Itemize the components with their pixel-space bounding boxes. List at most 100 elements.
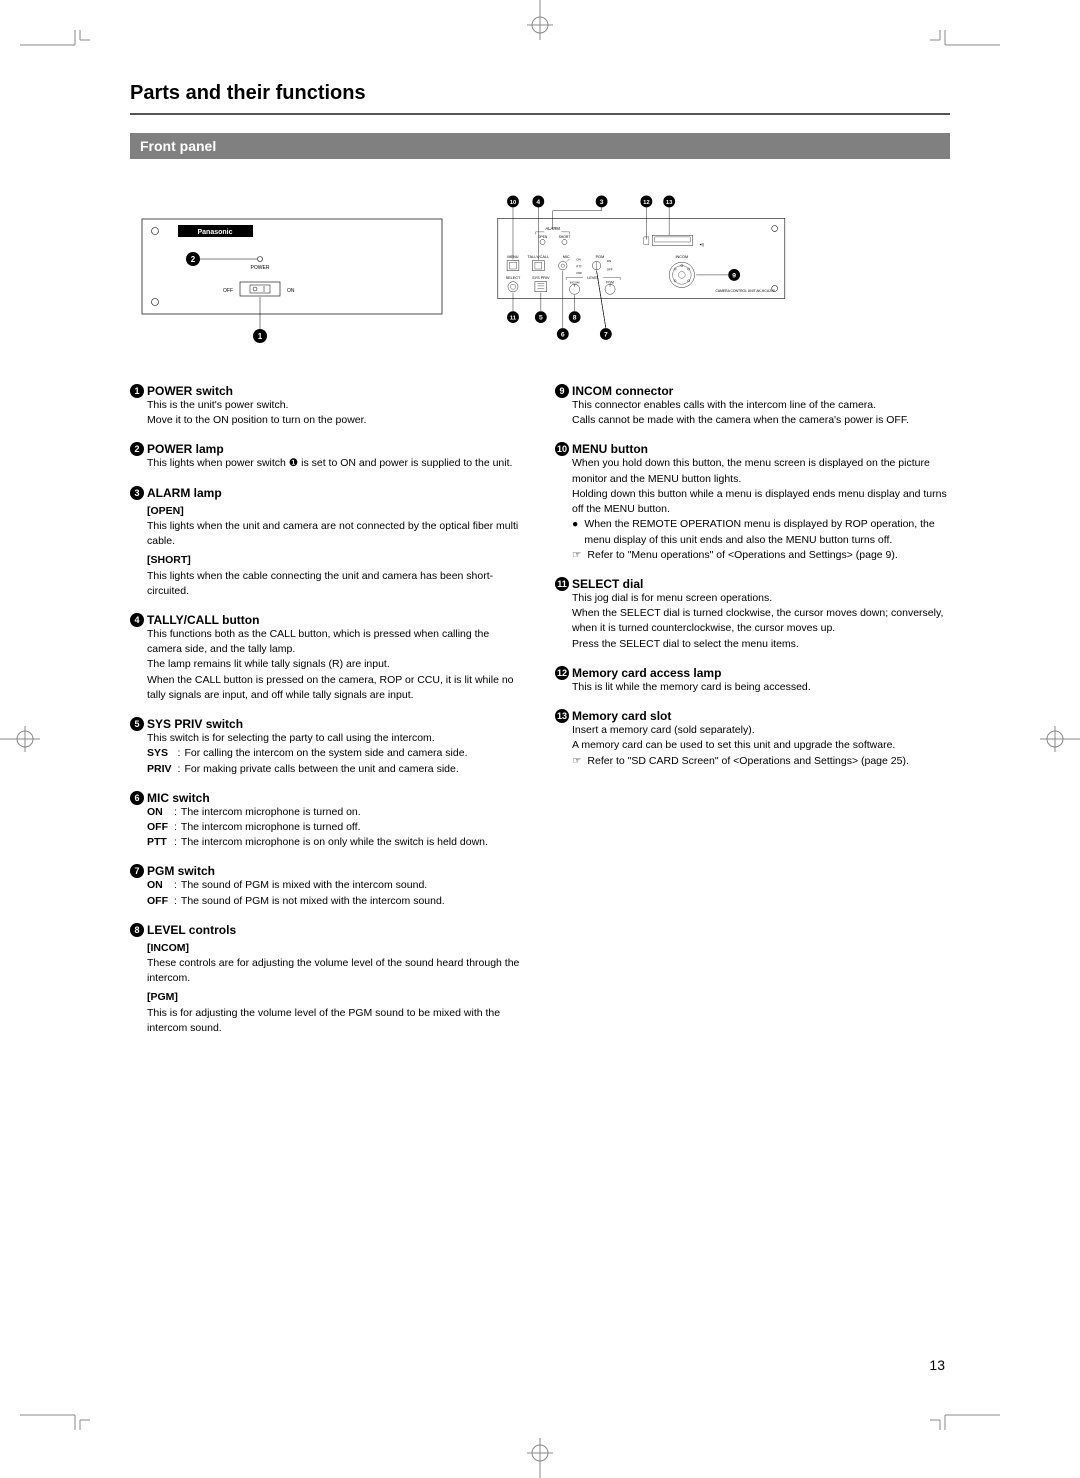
crop-mark-br [930, 1400, 1000, 1430]
svg-text:1: 1 [258, 332, 263, 341]
definition-desc: For calling the intercom on the system s… [184, 746, 467, 761]
svg-text:10: 10 [510, 200, 517, 206]
title-rule [130, 113, 950, 115]
svg-text:6: 6 [561, 332, 565, 339]
item-body: This is lit while the memory card is bei… [555, 680, 950, 695]
item-heading: 9INCOM connector [555, 384, 950, 398]
body-line: Move it to the ON position to turn on th… [147, 413, 525, 428]
crop-mark-bl [20, 1400, 90, 1430]
definition-row: OFF:The intercom microphone is turned of… [147, 820, 488, 835]
definition-row: ON:The sound of PGM is mixed with the in… [147, 878, 445, 893]
description-columns: 1POWER switchThis is the unit's power sw… [130, 384, 950, 1050]
body-line: This connector enables calls with the in… [572, 398, 950, 413]
body-line: When you hold down this button, the menu… [572, 456, 950, 486]
definition-colon: : [178, 762, 185, 777]
svg-text:ON: ON [287, 288, 295, 294]
svg-text:PTT: PTT [576, 264, 582, 268]
body-line: This switch is for selecting the party t… [147, 731, 525, 746]
definition-list: ON:The intercom microphone is turned on.… [147, 805, 488, 851]
definition-term: PTT [147, 835, 174, 850]
page-content: Parts and their functions Front panel Pa… [0, 0, 1080, 1090]
item-number-bullet: 7 [130, 864, 144, 878]
svg-text:4: 4 [536, 199, 540, 206]
sub-text: This is for adjusting the volume level o… [147, 1006, 525, 1036]
svg-text:OFF: OFF [607, 268, 613, 272]
note-text: Refer to "SD CARD Screen" of <Operations… [587, 754, 908, 769]
svg-text:8: 8 [573, 315, 577, 322]
definition-row: SYS:For calling the intercom on the syst… [147, 746, 468, 761]
item-body: When you hold down this button, the menu… [555, 456, 950, 563]
body-line: This jog dial is for menu screen operati… [572, 591, 950, 606]
definition-colon: : [174, 835, 181, 850]
page-title: Parts and their functions [130, 82, 950, 105]
item-body: This lights when power switch ❶ is set t… [130, 456, 525, 471]
item-3: 3ALARM lamp[OPEN]This lights when the un… [130, 486, 525, 599]
registration-mark-right [1040, 714, 1080, 764]
svg-text:9: 9 [732, 272, 736, 279]
note-text: Refer to "Menu operations" of <Operation… [587, 548, 897, 563]
definition-row: PRIV:For making private calls between th… [147, 762, 468, 777]
item-6: 6MIC switchON:The intercom microphone is… [130, 791, 525, 851]
note-text: When the REMOTE OPERATION menu is displa… [584, 517, 950, 547]
item-body: [OPEN]This lights when the unit and came… [130, 504, 525, 599]
definition-desc: The sound of PGM is not mixed with the i… [181, 894, 445, 909]
item-number-bullet: 12 [555, 666, 569, 680]
item-13: 13Memory card slotInsert a memory card (… [555, 709, 950, 769]
item-heading: 6MIC switch [130, 791, 525, 805]
item-10: 10MENU buttonWhen you hold down this but… [555, 442, 950, 563]
svg-text:SHORT: SHORT [559, 235, 571, 239]
item-number-bullet: 4 [130, 613, 144, 627]
diagram-row: Panasonic POWER OFF ON 2 1 AL [130, 189, 950, 349]
svg-text:PGM: PGM [596, 255, 605, 259]
section-heading: Front panel [130, 133, 950, 159]
svg-text:13: 13 [666, 200, 673, 206]
item-body: This jog dial is for menu screen operati… [555, 591, 950, 652]
definition-colon: : [174, 820, 181, 835]
item-2: 2POWER lampThis lights when power switch… [130, 442, 525, 471]
definition-list: ON:The sound of PGM is mixed with the in… [147, 878, 445, 908]
body-line: Press the SELECT dial to select the menu… [572, 637, 950, 652]
item-number-bullet: 10 [555, 442, 569, 456]
svg-text:CAMERA CONTROL UNIT AK-HCU20: CAMERA CONTROL UNIT AK-HCU200 [715, 289, 774, 293]
svg-text:INCOM: INCOM [676, 255, 689, 259]
item-number-bullet: 3 [130, 486, 144, 500]
svg-text:SELECT: SELECT [506, 276, 521, 280]
svg-text:2: 2 [191, 255, 196, 264]
item-heading: 7PGM switch [130, 864, 525, 878]
definition-list: SYS:For calling the intercom on the syst… [147, 746, 468, 776]
svg-text:3: 3 [600, 199, 604, 206]
item-heading: 4TALLY/CALL button [130, 613, 525, 627]
definition-desc: The intercom microphone is turned on. [181, 805, 488, 820]
item-title: MIC switch [147, 791, 210, 805]
svg-text:11: 11 [510, 316, 517, 322]
item-body: This switch is for selecting the party t… [130, 731, 525, 777]
item-title: SELECT dial [572, 577, 643, 591]
item-title: POWER lamp [147, 442, 224, 456]
item-number-bullet: 13 [555, 709, 569, 723]
svg-text:MIC: MIC [563, 255, 570, 259]
item-heading: 1POWER switch [130, 384, 525, 398]
definition-term: SYS [147, 746, 178, 761]
definition-row: PTT:The intercom microphone is on only w… [147, 835, 488, 850]
item-title: SYS PRIV switch [147, 717, 243, 731]
definition-term: ON [147, 805, 174, 820]
registration-mark-top [515, 0, 565, 40]
item-heading: 5SYS PRIV switch [130, 717, 525, 731]
item-9: 9INCOM connectorThis connector enables c… [555, 384, 950, 428]
item-number-bullet: 5 [130, 717, 144, 731]
body-line: The lamp remains lit while tally signals… [147, 657, 525, 672]
body-line: A memory card can be used to set this un… [572, 738, 950, 753]
svg-text:ALARM: ALARM [545, 226, 560, 231]
front-panel-diagram-left: Panasonic POWER OFF ON 2 1 [130, 189, 455, 349]
item-number-bullet: 6 [130, 791, 144, 805]
body-line: Calls cannot be made with the camera whe… [572, 413, 950, 428]
item-title: MENU button [572, 442, 648, 456]
item-heading: 11SELECT dial [555, 577, 950, 591]
item-number-bullet: 8 [130, 923, 144, 937]
item-5: 5SYS PRIV switchThis switch is for selec… [130, 717, 525, 777]
page-number: 13 [929, 1357, 945, 1373]
svg-text:INCOM: INCOM [570, 280, 580, 284]
definition-colon: : [178, 746, 185, 761]
registration-mark-left [0, 714, 40, 764]
item-heading: 13Memory card slot [555, 709, 950, 723]
